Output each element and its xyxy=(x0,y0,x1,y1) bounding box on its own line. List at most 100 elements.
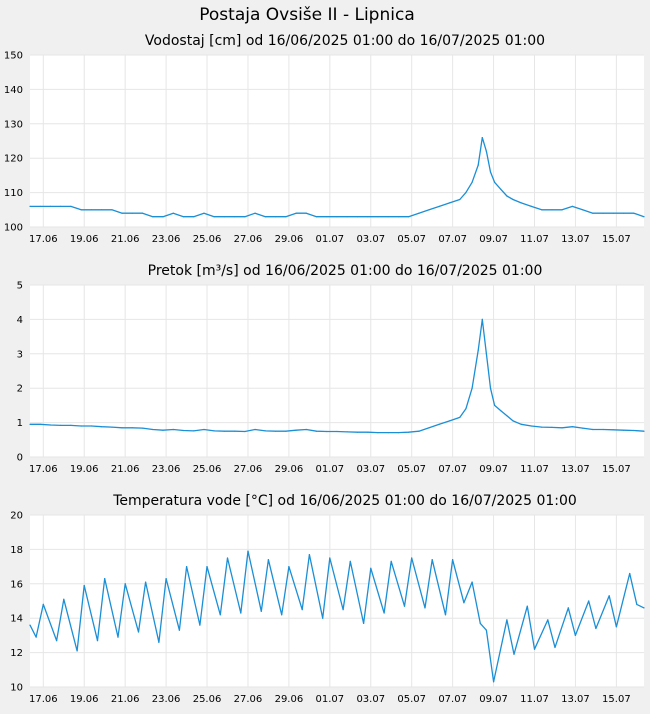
data-point xyxy=(80,425,82,427)
data-point xyxy=(254,212,256,214)
data-point xyxy=(574,634,577,637)
data-point xyxy=(512,198,514,201)
data-point xyxy=(418,430,420,432)
data-point xyxy=(281,614,283,616)
data-point xyxy=(485,353,487,355)
series-line-1 xyxy=(30,136,645,218)
data-point xyxy=(193,430,195,432)
data-point xyxy=(489,387,492,389)
data-point xyxy=(199,624,201,626)
data-point xyxy=(383,612,385,614)
data-point xyxy=(612,429,614,431)
x-tick-label: 13.07 xyxy=(561,234,590,245)
x-tick-label: 21.06 xyxy=(111,464,140,475)
data-point xyxy=(70,205,72,207)
data-point xyxy=(489,171,492,173)
data-point xyxy=(444,614,447,616)
x-tick-label: 27.06 xyxy=(234,464,263,475)
data-point xyxy=(377,432,379,434)
data-point xyxy=(308,554,310,556)
x-tick-label: 09.07 xyxy=(479,694,508,705)
y-tick-label: 140 xyxy=(4,85,23,96)
series-line-1 xyxy=(30,318,645,434)
data-point xyxy=(520,202,522,204)
data-point xyxy=(117,636,119,638)
data-point xyxy=(431,559,433,561)
data-point xyxy=(275,430,277,432)
data-point xyxy=(315,216,318,218)
data-point xyxy=(56,640,58,642)
data-point xyxy=(326,430,328,433)
data-point xyxy=(561,209,563,211)
plot-area xyxy=(30,515,644,687)
plot-area xyxy=(30,55,644,227)
data-point xyxy=(571,426,574,428)
data-point xyxy=(390,560,392,563)
data-point xyxy=(172,212,174,214)
data-point xyxy=(29,205,31,207)
x-tick-label: 17.06 xyxy=(29,464,58,475)
data-point xyxy=(506,415,508,417)
data-point xyxy=(264,216,266,218)
x-tick-label: 25.06 xyxy=(193,694,222,705)
chart-title: Pretok [m³/s] od 16/06/2025 01:00 do 16/… xyxy=(148,263,543,279)
data-point xyxy=(533,648,536,650)
data-point xyxy=(83,584,85,587)
data-point xyxy=(244,216,246,218)
data-point xyxy=(403,605,406,607)
data-point xyxy=(63,598,65,600)
data-point xyxy=(471,581,473,583)
data-point xyxy=(29,423,31,425)
data-point xyxy=(554,646,556,649)
data-point xyxy=(295,429,297,431)
x-tick-label: 19.06 xyxy=(70,464,99,475)
data-point xyxy=(124,583,126,585)
data-point xyxy=(35,636,37,638)
data-point xyxy=(101,209,103,211)
data-point xyxy=(588,600,590,602)
data-point xyxy=(367,431,369,433)
data-point xyxy=(96,640,99,642)
data-point xyxy=(622,429,625,431)
x-tick-label: 07.07 xyxy=(438,694,467,705)
y-tick-label: 5 xyxy=(17,281,23,292)
data-point xyxy=(500,410,502,412)
x-tick-label: 25.06 xyxy=(193,234,222,245)
data-point xyxy=(165,578,167,580)
y-tick-label: 2 xyxy=(17,384,23,395)
data-point xyxy=(428,209,430,211)
x-tick-label: 13.07 xyxy=(561,694,590,705)
x-tick-label: 11.07 xyxy=(520,234,549,245)
x-tick-label: 15.07 xyxy=(602,234,631,245)
data-point xyxy=(551,426,553,428)
data-point xyxy=(452,559,454,561)
data-point xyxy=(305,212,307,214)
data-point xyxy=(137,631,140,633)
data-point xyxy=(363,622,365,625)
data-point xyxy=(459,198,461,201)
chart-1: Vodostaj [cm] od 16/06/2025 01:00 do 16/… xyxy=(4,33,645,245)
data-point xyxy=(428,427,430,429)
data-point xyxy=(178,629,180,631)
data-point xyxy=(182,216,185,218)
data-point xyxy=(643,607,645,609)
data-point xyxy=(39,423,41,425)
chart-3: Temperatura vode [°C] od 16/06/2025 01:0… xyxy=(10,493,645,705)
data-point xyxy=(608,595,610,597)
data-point xyxy=(408,431,410,433)
x-tick-label: 17.06 xyxy=(29,694,58,705)
data-point xyxy=(500,188,502,190)
data-point xyxy=(203,428,205,431)
data-point xyxy=(152,428,154,431)
data-point xyxy=(111,426,113,428)
x-tick-label: 05.07 xyxy=(397,234,426,245)
y-tick-label: 100 xyxy=(4,223,23,234)
x-tick-label: 29.06 xyxy=(275,694,304,705)
x-tick-label: 29.06 xyxy=(275,464,304,475)
x-tick-label: 07.07 xyxy=(438,234,467,245)
x-tick-label: 09.07 xyxy=(479,464,508,475)
data-point xyxy=(275,216,277,218)
data-point xyxy=(449,202,451,204)
data-point xyxy=(424,607,426,609)
